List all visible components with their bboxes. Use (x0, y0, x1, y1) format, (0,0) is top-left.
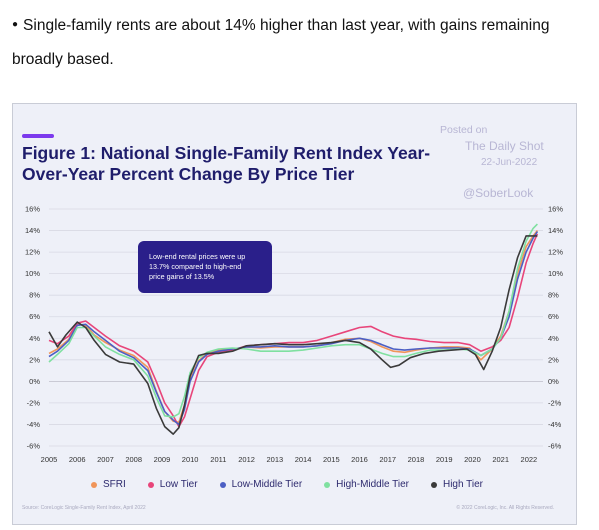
chart-card: Figure 1: National Single-Family Rent In… (12, 103, 577, 525)
x-tick-label: 2021 (492, 455, 509, 464)
x-tick-label: 2006 (69, 455, 86, 464)
annotation-background (138, 241, 272, 293)
y-tick-label: -4% (548, 420, 562, 429)
chart-title: Figure 1: National Single-Family Rent In… (22, 143, 431, 184)
annotation-line: 13.7% compared to high-end (149, 262, 241, 271)
y-tick-label: 16% (548, 205, 563, 214)
legend-label: SFRI (103, 479, 126, 490)
y-tick-label: -6% (27, 442, 41, 451)
intro-paragraph: ● Single-family rents are about 14% highe… (12, 8, 592, 77)
series-line-high-middle-tier (48, 223, 538, 418)
legend-item: High Tier (430, 479, 483, 490)
legend-label: High-Middle Tier (336, 479, 409, 490)
legend-dot-icon (91, 481, 97, 488)
legend-item: Low Tier (147, 479, 198, 490)
annotation-line: Low-end rental prices were up (149, 252, 245, 261)
y-tick-label: 0% (548, 377, 559, 386)
series-line-low-tier (48, 233, 539, 428)
x-tick-label: 2019 (436, 455, 453, 464)
series-line-high-tier (48, 235, 538, 435)
x-tick-label: 2005 (41, 455, 58, 464)
legend-item: High-Middle Tier (324, 479, 409, 490)
x-axis: 2005 2006 2007 2008 2009 2010 2011 2012 2013 2014… (41, 455, 538, 464)
legend-item: SFRI (91, 479, 126, 490)
footer-source: Source: CoreLogic Single-Family Rent Ind… (22, 505, 146, 511)
y-tick-label: 8% (29, 291, 40, 300)
y-tick-label: -6% (548, 442, 562, 451)
y-tick-label: 8% (548, 291, 559, 300)
y-tick-label: 4% (548, 334, 559, 343)
x-tick-label: 2008 (125, 455, 142, 464)
y-tick-label: 6% (548, 312, 559, 321)
annotation-box: Low-end rental prices were up 13.7% compa… (138, 241, 272, 293)
y-tick-label: 6% (29, 312, 40, 321)
y-tick-label: 10% (548, 269, 563, 278)
y-tick-label: 14% (25, 226, 40, 235)
y-tick-label: 0% (29, 377, 40, 386)
x-tick-label: 2017 (379, 455, 396, 464)
y-tick-label: 2% (29, 355, 40, 364)
footer-copyright: © 2022 CoreLogic, Inc. All Rights Reserv… (456, 505, 554, 511)
x-tick-label: 2016 (351, 455, 368, 464)
x-tick-label: 2020 (464, 455, 481, 464)
legend-label: Low-Middle Tier (231, 479, 303, 490)
x-tick-label: 2011 (210, 455, 226, 464)
x-tick-label: 2018 (408, 455, 425, 464)
legend-dot-icon (219, 481, 226, 488)
x-tick-label: 2013 (266, 455, 283, 464)
legend-label: High Tier (442, 479, 483, 490)
x-tick-label: 2015 (323, 455, 340, 464)
annotation-text: Low-end rental prices were up 13.7% compa… (149, 252, 245, 281)
y-tick-label: -4% (27, 420, 41, 429)
grid-lines (49, 208, 543, 447)
series-line-sfri (48, 230, 539, 424)
y-tick-label: 10% (25, 269, 40, 278)
intro-text: Single-family rents are about 14% higher… (12, 17, 550, 68)
legend-label: Low Tier (159, 479, 198, 490)
posted-on-label: Posted on (440, 124, 488, 136)
y-tick-label: -2% (548, 398, 562, 407)
author-handle: @SoberLook (463, 186, 534, 200)
x-tick-label: 2007 (97, 455, 114, 464)
y-tick-label: 14% (548, 226, 563, 235)
y-tick-label: -2% (27, 398, 41, 407)
x-tick-label: 2010 (182, 455, 199, 464)
y-tick-label: 12% (548, 248, 563, 257)
legend-dot-icon (430, 481, 437, 488)
chart-legend: SFRI Low Tier Low-Middle Tier High-Middle T… (91, 479, 505, 490)
posted-date: 22-Jun-2022 (481, 157, 538, 168)
legend-dot-icon (147, 481, 154, 488)
x-tick-label: 2014 (295, 455, 312, 464)
series-lines (48, 223, 539, 435)
y-tick-label: 2% (548, 355, 559, 364)
legend-dot-icon (324, 481, 331, 488)
title-accent-bar (22, 134, 54, 138)
series-line-low-middle-tier (48, 231, 539, 426)
line-chart: 16% 14% 12% 10% 8% 6% 4% 2% 0% -2% -4% -6% 16% 14% 12… (25, 205, 563, 465)
y-tick-label: 16% (25, 205, 40, 214)
y-axis-left: 16% 14% 12% 10% 8% 6% 4% 2% 0% -2% -4% -6% (25, 205, 40, 451)
y-tick-label: 12% (25, 248, 40, 257)
x-tick-label: 2022 (521, 455, 538, 464)
x-tick-label: 2012 (238, 455, 255, 464)
x-tick-label: 2009 (154, 455, 171, 464)
annotation-line: price gains of 13.5% (149, 272, 215, 281)
bullet-icon: ● (12, 19, 19, 30)
legend-item: Low-Middle Tier (219, 479, 303, 490)
y-tick-label: 4% (29, 334, 40, 343)
source-credit: The Daily Shot (465, 139, 544, 153)
y-axis-right: 16% 14% 12% 10% 8% 6% 4% 2% 0% -2% -4% -6% (548, 205, 563, 451)
